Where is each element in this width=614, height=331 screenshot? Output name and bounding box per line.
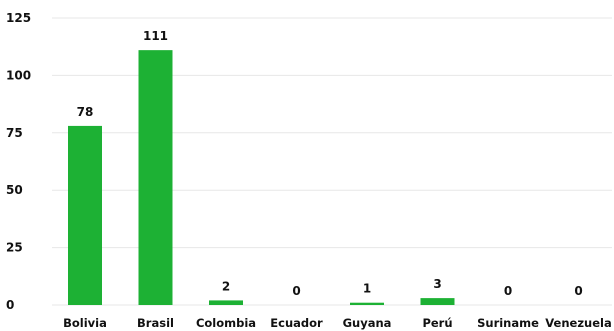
bars	[68, 50, 455, 306]
bar-bolivia	[68, 125, 102, 305]
y-tick-label-75: 75	[6, 126, 23, 140]
value-labels: 78 111 2 0 1 3 0 0	[77, 29, 583, 298]
value-label-brasil: 111	[143, 29, 168, 43]
bar-perú	[420, 298, 455, 305]
x-tick-label-brasil: Brasil	[137, 316, 174, 330]
x-tick-label-guyana: Guyana	[343, 316, 392, 330]
x-tick-label-bolivia: Bolivia	[63, 316, 107, 330]
y-tick-label-50: 50	[6, 183, 23, 197]
value-label-colombia: 2	[222, 279, 230, 293]
y-tick-label-100: 100	[6, 68, 31, 82]
bar-colombia	[209, 300, 243, 305]
x-tick-label-suriname: Suriname	[477, 316, 539, 330]
y-tick-label-25: 25	[6, 241, 23, 255]
bar-guyana	[350, 302, 384, 305]
x-tick-label-perú: Perú	[422, 316, 452, 330]
value-label-guyana: 1	[363, 282, 371, 296]
bar-brasil	[138, 50, 173, 306]
grid-layer	[52, 17, 612, 306]
x-tick-label-colombia: Colombia	[196, 316, 256, 330]
value-label-suriname: 0	[504, 284, 512, 298]
y-tick-label-0: 0	[6, 298, 14, 312]
y-axis-ticks: 0 25 50 75 100 125	[6, 11, 31, 312]
x-tick-label-venezuela: Venezuela	[545, 316, 611, 330]
value-label-perú: 3	[433, 277, 441, 291]
x-tick-label-ecuador: Ecuador	[270, 316, 323, 330]
y-tick-label-125: 125	[6, 11, 31, 25]
x-axis-labels: Bolivia Brasil Colombia Ecuador Guyana Perú Su…	[63, 316, 612, 330]
value-label-bolivia: 78	[77, 105, 94, 119]
value-label-ecuador: 0	[292, 284, 300, 298]
value-label-venezuela: 0	[574, 284, 582, 298]
